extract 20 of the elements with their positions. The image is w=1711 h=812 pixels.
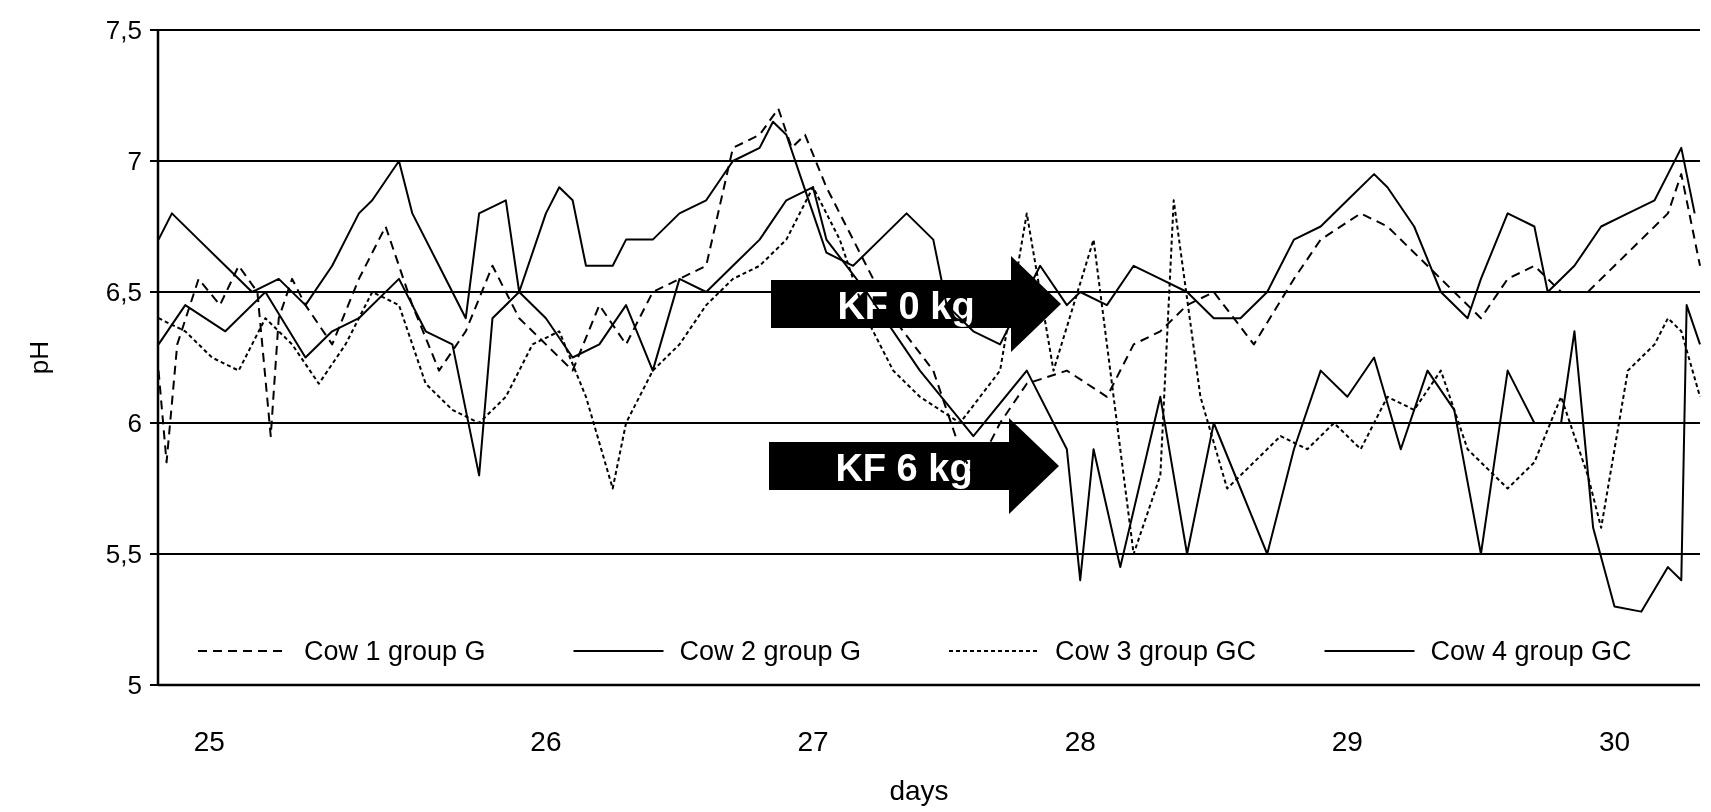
x-tick-label: 27	[797, 726, 829, 757]
y-tick-label: 7	[127, 146, 142, 176]
y-axis-title: pH	[24, 340, 54, 375]
x-tick-label: 26	[530, 726, 562, 757]
x-tick-label: 30	[1598, 726, 1631, 757]
legend-label: Cow 1 group G	[304, 636, 486, 666]
y-tick-label: 5,5	[105, 539, 142, 569]
legend-label: Cow 3 group GC	[1055, 636, 1257, 666]
x-tick-label: 25	[193, 726, 225, 757]
y-tick-label: 5	[127, 670, 142, 700]
legend-label: Cow 4 group GC	[1430, 636, 1632, 666]
x-tick-label: 28	[1064, 726, 1096, 757]
y-tick-label: 6,5	[105, 277, 142, 307]
x-axis-title: days	[889, 775, 949, 806]
annotation: KF 6 kg	[835, 447, 973, 489]
x-tick-label: 29	[1331, 726, 1363, 757]
y-tick-label: 7,5	[105, 15, 142, 45]
y-tick-label: 6	[127, 408, 142, 438]
legend-label: Cow 2 group G	[679, 636, 862, 666]
annotation: KF 0 kg	[837, 285, 975, 327]
